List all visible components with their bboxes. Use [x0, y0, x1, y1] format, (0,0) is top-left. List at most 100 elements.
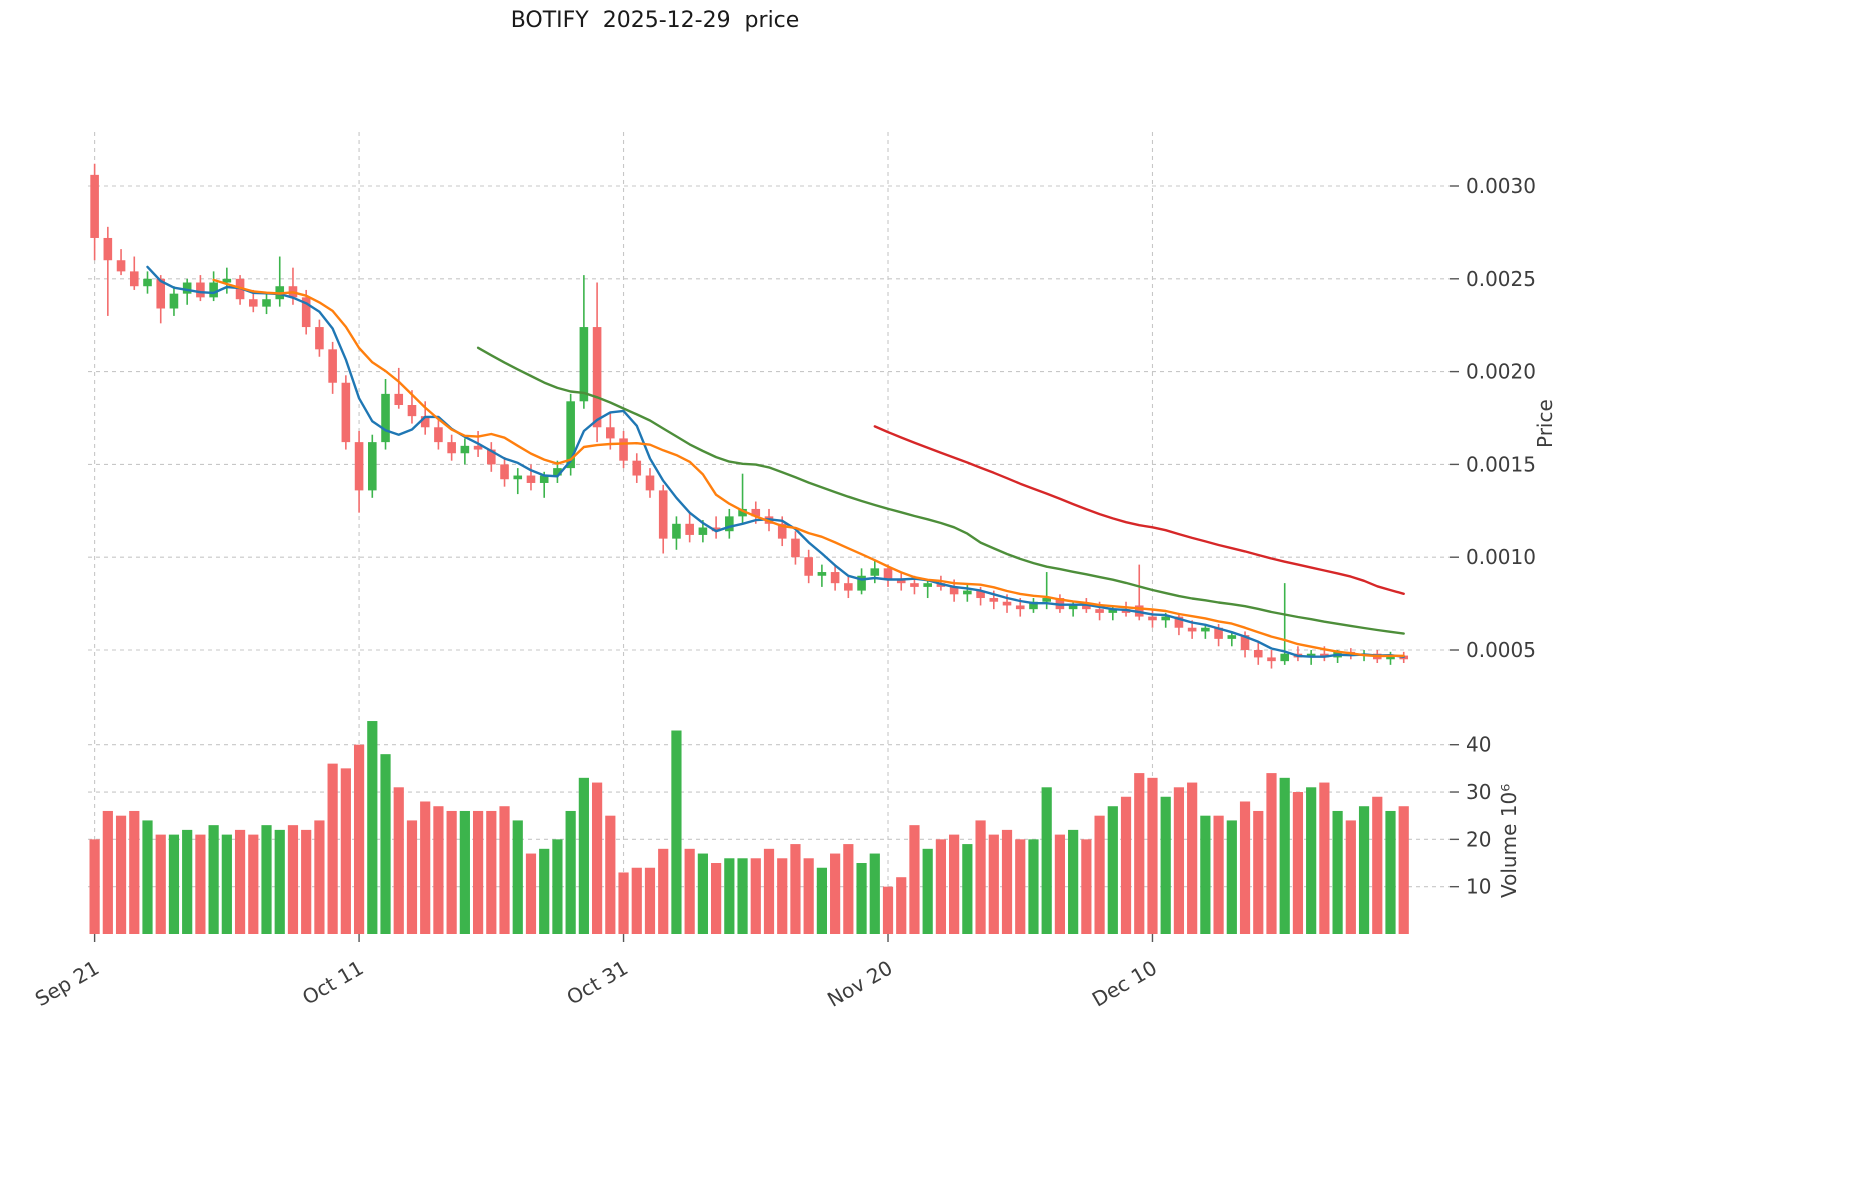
volume-bar: [1226, 820, 1237, 934]
candle-body: [1227, 635, 1237, 639]
chart-title: BOTIFY 2025-12-29 price: [510, 8, 800, 33]
volume-bar: [671, 730, 682, 934]
price-tick-label: 0.0015: [1466, 452, 1536, 476]
candle-body: [368, 442, 377, 491]
x-tick-label: Sep 21: [31, 956, 103, 1012]
candle-body: [500, 464, 509, 480]
price-tick-label: 0.0010: [1466, 545, 1536, 569]
volume-bar: [459, 810, 470, 934]
volume-bar: [1332, 810, 1343, 934]
volume-bar: [1160, 796, 1171, 934]
candle-body: [407, 405, 417, 417]
volume-bar: [591, 782, 603, 934]
volume-bar: [1028, 839, 1039, 934]
candle-body: [658, 490, 668, 539]
volume-bar: [605, 815, 616, 934]
volume-bar: [644, 867, 656, 934]
candle-body: [1267, 657, 1276, 662]
volume-bar: [1094, 815, 1105, 934]
candle-body: [513, 475, 523, 480]
volume-bar: [208, 825, 219, 934]
volume-bar: [340, 768, 351, 934]
candle-body: [566, 401, 575, 469]
volume-bar: [1319, 782, 1330, 934]
candle-body: [1280, 653, 1290, 662]
volume-bar: [539, 848, 550, 934]
volume-bar: [711, 863, 722, 934]
candle-body: [857, 575, 866, 591]
volume-bar: [1200, 815, 1211, 934]
candle-body: [1148, 616, 1157, 621]
candle-body: [1029, 601, 1038, 610]
candle-body: [685, 523, 694, 535]
candle-body: [1386, 655, 1395, 660]
candle-body: [738, 508, 747, 517]
volume-bar: [737, 858, 748, 934]
volume-bar: [1068, 829, 1079, 934]
volume-bar: [724, 858, 735, 934]
volume-bar: [697, 853, 708, 934]
candle-body: [989, 598, 999, 602]
candle-body: [1082, 605, 1091, 610]
candle-body: [473, 445, 483, 450]
volume-bar: [790, 844, 801, 934]
candle-body: [1253, 650, 1263, 658]
volume-bar: [750, 858, 761, 934]
candle-body: [923, 583, 932, 587]
candle-body: [103, 237, 113, 261]
candle-body: [116, 260, 126, 272]
volume-bar: [975, 820, 986, 934]
volume-bar: [182, 829, 193, 934]
price-axis-labels: 0.0005 0.0010 0.0015 0.0020 0.0025 0.0030: [1466, 174, 1536, 662]
x-tick-label: Oct 31: [563, 956, 632, 1010]
candle-body: [487, 449, 496, 465]
volume-bar: [499, 806, 510, 934]
candle-body: [1108, 609, 1118, 613]
volume-bar: [869, 853, 880, 934]
price-tick-label: 0.0020: [1466, 360, 1536, 384]
candle-body: [619, 438, 628, 461]
ma30-line: [476, 346, 1405, 635]
candle-body: [1042, 598, 1051, 602]
volume-bar: [168, 834, 180, 934]
volume-bar: [896, 877, 907, 934]
volume-bar: [234, 829, 246, 934]
candle-body: [354, 442, 364, 491]
candle-body: [222, 278, 232, 283]
candle-body: [725, 516, 734, 532]
volume-bar: [1120, 796, 1132, 934]
volume-bar: [1358, 806, 1370, 934]
volume-bar: [1173, 787, 1185, 934]
volume-bar: [129, 810, 140, 934]
volume-bar: [420, 801, 431, 934]
volume-bar: [1385, 810, 1396, 934]
volume-bar: [935, 839, 947, 934]
volume-bar: [1147, 777, 1158, 934]
candle-body: [1095, 609, 1104, 613]
candle-body: [196, 282, 205, 298]
candle-body: [883, 568, 893, 580]
candle-body: [553, 468, 562, 476]
volume-bar: [248, 834, 259, 934]
price-tick-label: 0.0030: [1466, 174, 1536, 198]
candle-body: [539, 475, 549, 483]
volume-bar: [1187, 782, 1198, 934]
volume-bar: [1279, 777, 1290, 934]
volume-bar: [909, 825, 920, 934]
candle-body: [1015, 605, 1025, 610]
candles-group: [90, 163, 1409, 669]
volume-tick-label: 20: [1466, 827, 1491, 851]
volume-bar: [1081, 839, 1092, 934]
candle-body: [672, 523, 681, 539]
candle-body: [1002, 601, 1012, 606]
volume-bar: [380, 754, 391, 934]
candle-body: [447, 442, 456, 454]
volume-axis-labels: 10 20 30 40: [1466, 733, 1491, 899]
volume-bar: [261, 825, 272, 934]
candle-body: [209, 282, 218, 298]
candle-body: [976, 590, 985, 599]
volume-bar: [843, 844, 854, 934]
candle-body: [301, 297, 311, 328]
